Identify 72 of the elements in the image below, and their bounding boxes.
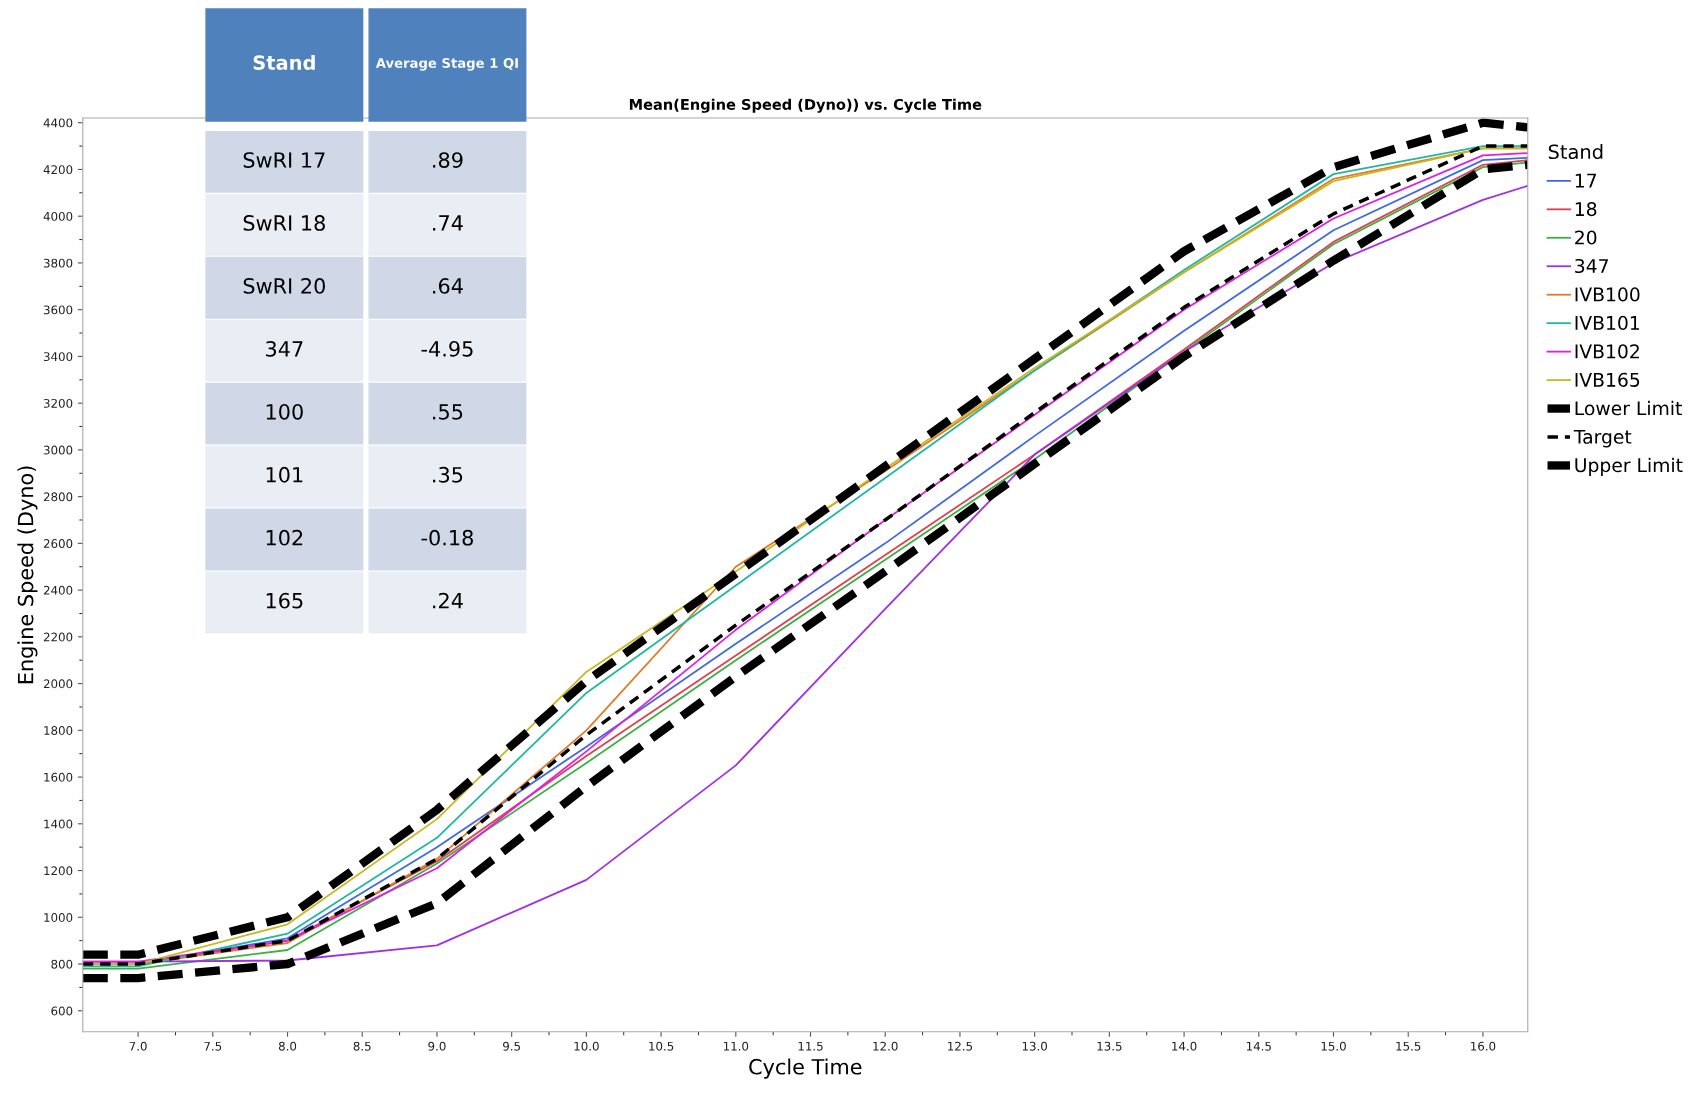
category-label: 100 [266,403,303,420]
category-label: SwRI 17 [243,152,325,168]
y-tick-label: 2200 [43,632,73,642]
text: .24 [433,592,463,609]
y-tick-label: 4000 [43,211,73,221]
x-tick-label: 9.0 [428,1041,446,1051]
y-tick-label: 1200 [44,866,73,876]
legend-label: IVB102 [1575,344,1639,359]
category-label: SwRI 18 [243,215,325,231]
text: .89 [433,152,463,168]
x-tick-label: 13.0 [1022,1041,1048,1051]
x-tick-label: 11.5 [798,1041,823,1051]
y-tick-label: 1800 [44,726,73,735]
text: -4.95 [421,340,473,357]
x-axis-title: Cycle Time [749,1058,862,1079]
x-tick-label: 12.0 [873,1041,898,1051]
legend-label: IVB101 [1575,315,1640,330]
legend-title: Stand [1548,144,1603,160]
chart-title: Mean(Engine Speed (Dyno)) vs. Cycle Time [629,98,982,113]
text: .35 [433,466,463,483]
x-tick-label: 8.5 [353,1041,371,1051]
y-tick-label: 4200 [43,165,73,175]
y-tick-label: 2600 [43,539,73,549]
category-label: 102 [266,529,303,546]
x-tick-label: 8.0 [278,1041,297,1051]
text: Average Stage 1 QI [375,58,518,71]
category-label: SwRI 20 [243,278,325,294]
legend-label: Lower Limit [1575,400,1682,416]
category-label: 101 [266,466,303,483]
x-tick-label: 10.0 [574,1041,599,1051]
y-tick-label: 600 [51,1006,73,1016]
y-tick-label: 2800 [43,492,73,502]
x-tick-label: 15.5 [1396,1041,1421,1051]
y-tick-label: 1000 [44,913,73,922]
y-tick-label: 3400 [43,352,73,362]
y-tick-label: 1400 [44,819,73,829]
legend-label: IVB100 [1575,287,1640,302]
x-tick-label: 13.5 [1097,1041,1122,1051]
category-label: 165 [266,592,303,609]
legend-label: Upper Limit [1575,457,1683,476]
y-tick-label: 4400 [43,118,73,128]
y-axis-title: Engine Speed (Dyno) [17,466,38,684]
text: .74 [433,215,463,231]
y-tick-label: 2000 [43,679,73,689]
x-tick-label: 14.0 [1172,1041,1197,1051]
y-tick-label: 1600 [44,772,73,782]
x-tick-label: 7.0 [129,1041,147,1051]
legend-label: 347 [1575,258,1608,274]
legend-label: 18 [1575,201,1597,217]
y-tick-label: 3200 [43,398,73,408]
category-label: 347 [266,340,303,357]
legend-label: Target [1573,429,1632,448]
x-tick-label: 9.5 [503,1041,521,1051]
x-tick-label: 7.5 [204,1041,222,1051]
text: .55 [433,404,463,420]
x-tick-label: 15.0 [1321,1041,1346,1051]
y-tick-label: 3800 [43,258,73,268]
y-tick-label: 800 [51,959,73,969]
x-tick-label: 14.5 [1246,1041,1271,1051]
x-tick-label: 16.0 [1471,1041,1496,1051]
legend-label: 17 [1575,173,1597,188]
text: -0.18 [421,529,473,546]
text: .64 [433,278,463,294]
x-tick-label: 12.5 [948,1041,973,1051]
text: Stand [253,54,315,70]
x-tick-label: 11.0 [723,1041,749,1051]
x-tick-label: 10.5 [649,1041,674,1051]
y-tick-label: 3600 [43,305,73,315]
legend-label: IVB165 [1575,372,1640,387]
y-tick-label: 3000 [43,445,73,455]
legend-label: 20 [1575,230,1597,245]
y-tick-label: 2400 [43,585,73,595]
